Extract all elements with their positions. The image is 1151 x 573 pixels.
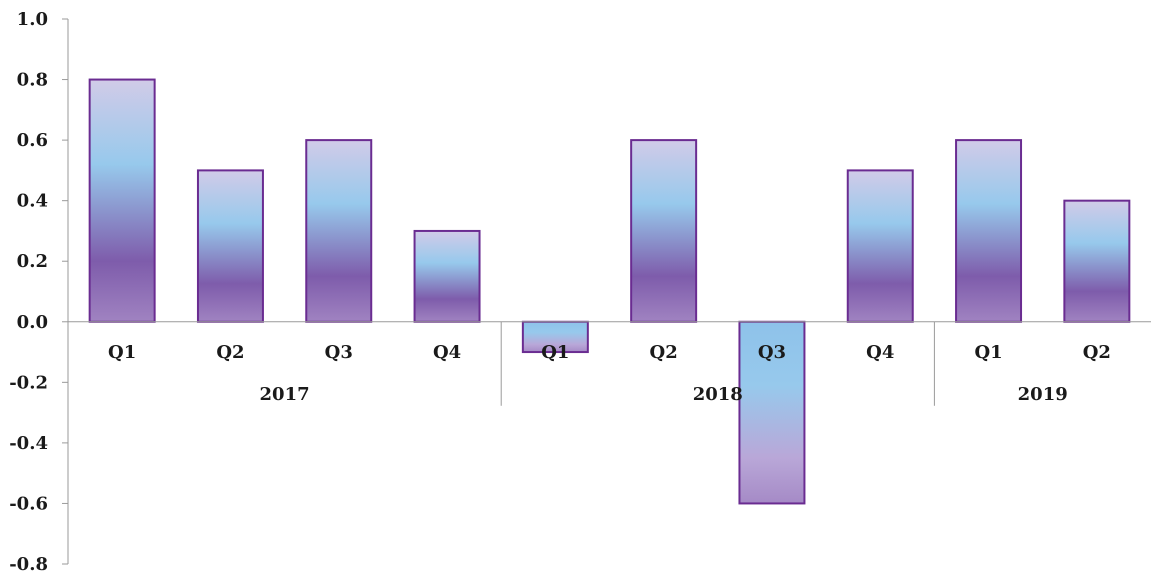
bar-q4 bbox=[413, 229, 481, 323]
y-tick-label: 0.4 bbox=[17, 191, 48, 212]
x-category-label: Q4 bbox=[433, 342, 461, 363]
x-group-label: 2018 bbox=[693, 384, 743, 405]
x-category-label: Q1 bbox=[541, 342, 569, 363]
x-axis: Q1 Q2 Q3 Q4 Q1 Q2 Q3 Q4 Q1 Q2 2017 2018 2019 bbox=[68, 321, 1151, 406]
y-tick-label: -0.4 bbox=[9, 433, 48, 454]
y-tick-label: 1.0 bbox=[17, 9, 48, 30]
y-axis: 1.0 0.8 0.6 0.4 0.2 0.0 -0.2 -0.4 -0.6 -0.8 bbox=[9, 9, 69, 573]
x-category-label: Q2 bbox=[1083, 342, 1111, 363]
y-tick-label: -0.8 bbox=[9, 554, 48, 573]
bar-q1 bbox=[521, 320, 589, 354]
x-category-label: Q2 bbox=[216, 342, 244, 363]
y-tick-label: 0.0 bbox=[17, 312, 48, 333]
y-tick-label: 0.6 bbox=[17, 130, 48, 151]
x-category-label: Q2 bbox=[650, 342, 678, 363]
bars-group bbox=[88, 78, 1131, 505]
x-category-label: Q1 bbox=[974, 342, 1002, 363]
x-category-label: Q4 bbox=[866, 342, 894, 363]
bar-q2 bbox=[630, 139, 698, 323]
bar-q2 bbox=[196, 169, 264, 323]
bar-q3 bbox=[738, 320, 806, 505]
x-category-label: Q1 bbox=[108, 342, 136, 363]
y-tick-label: 0.2 bbox=[17, 251, 48, 272]
y-tick-label: 0.8 bbox=[17, 70, 48, 91]
bar-q4 bbox=[846, 169, 914, 323]
x-group-label: 2019 bbox=[1018, 384, 1068, 405]
x-category-label: Q3 bbox=[758, 342, 786, 363]
bar-q1 bbox=[955, 139, 1023, 323]
x-category-label: Q3 bbox=[325, 342, 353, 363]
x-group-label: 2017 bbox=[260, 384, 310, 405]
y-tick-label: -0.2 bbox=[9, 372, 48, 393]
bar-q2 bbox=[1063, 199, 1131, 323]
bar-q1 bbox=[88, 78, 156, 323]
y-tick-label: -0.6 bbox=[9, 493, 48, 514]
bar-q3 bbox=[305, 139, 373, 323]
